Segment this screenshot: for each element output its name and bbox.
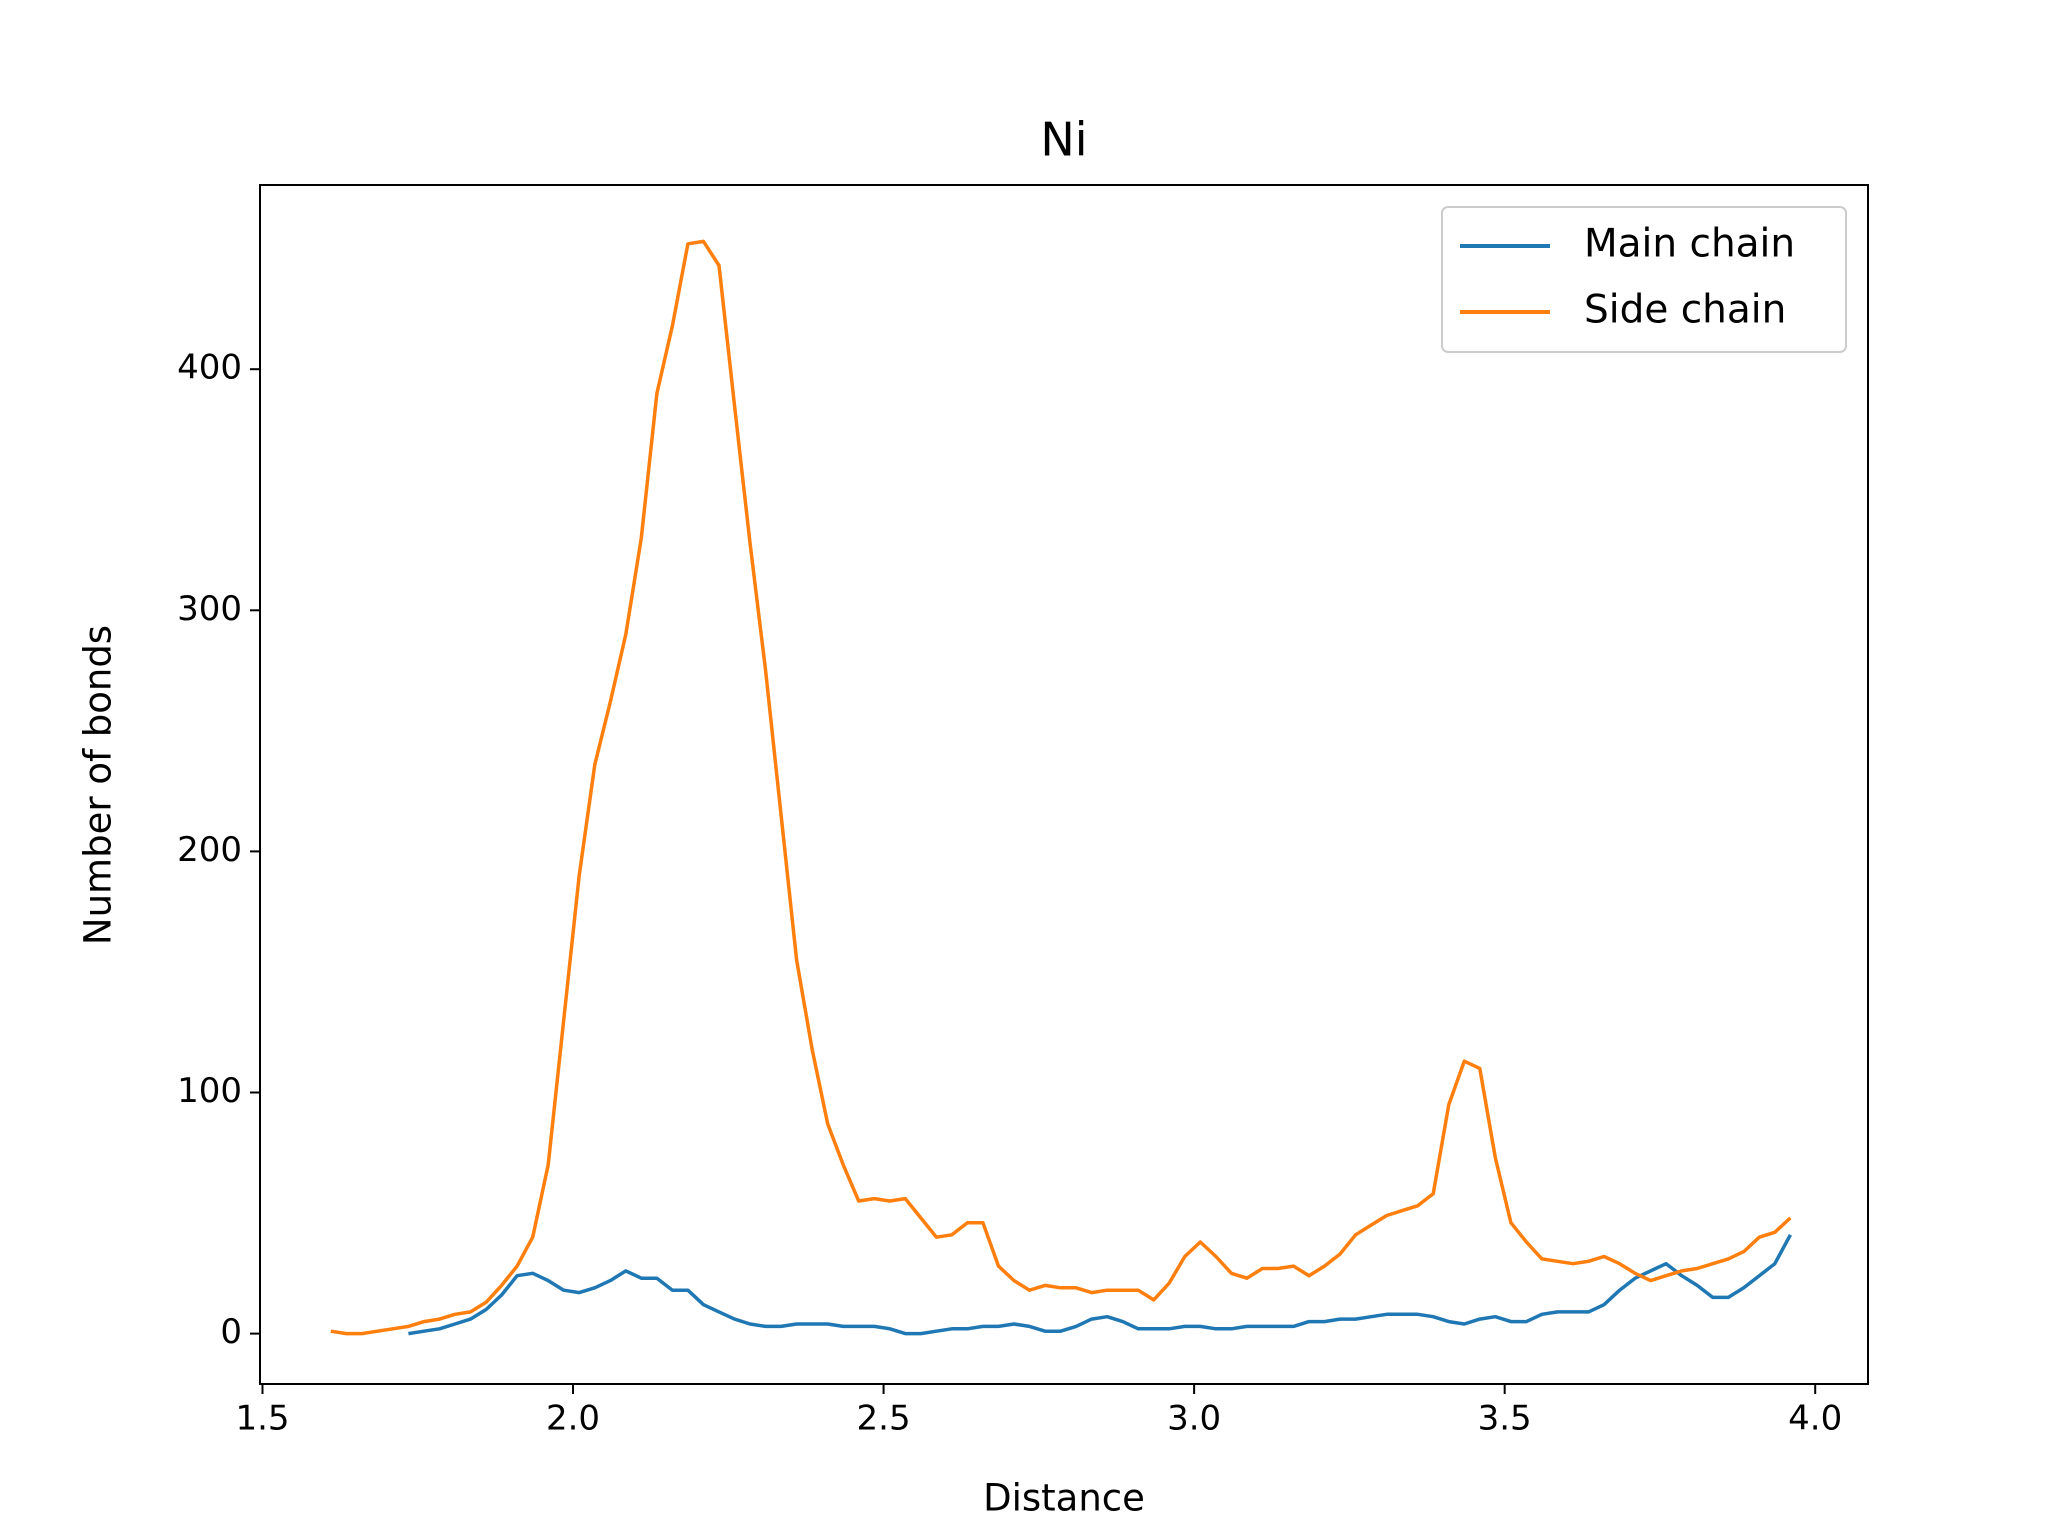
- data-line: [330, 239, 1792, 1336]
- y-axis-label: Number of bonds: [77, 625, 120, 945]
- data-line: [408, 1233, 1792, 1336]
- x-tick-label: 4.0: [1788, 1399, 1842, 1439]
- y-tick-label: 300: [177, 589, 242, 629]
- x-tick-label: 2.5: [857, 1399, 911, 1439]
- legend-box: [1441, 206, 1847, 353]
- x-axis-label: Distance: [983, 1477, 1145, 1520]
- y-tick-label: 100: [177, 1071, 242, 1111]
- y-tick-label: 200: [177, 830, 242, 870]
- plot-frame: [259, 184, 1869, 1385]
- legend: Main chain Side chain: [1441, 206, 1847, 353]
- chart-title: Ni: [1040, 113, 1087, 167]
- x-tick-label: 2.0: [546, 1399, 600, 1439]
- x-tick-label: 3.5: [1478, 1399, 1532, 1439]
- legend-label: Main chain: [1584, 222, 1795, 267]
- x-tick-label: 3.0: [1167, 1399, 1221, 1439]
- y-tick-label: 400: [177, 348, 242, 388]
- legend-label: Side chain: [1584, 288, 1786, 333]
- x-tick-label: 1.5: [235, 1399, 289, 1439]
- y-tick-label: 0: [220, 1312, 242, 1352]
